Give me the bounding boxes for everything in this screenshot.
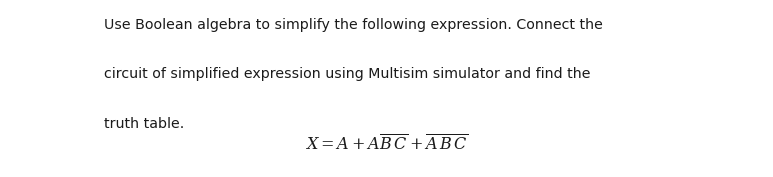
Text: circuit of simplified expression using Multisim simulator and find the: circuit of simplified expression using M… — [104, 67, 591, 81]
Text: truth table.: truth table. — [104, 117, 185, 131]
Text: Use Boolean algebra to simplify the following expression. Connect the: Use Boolean algebra to simplify the foll… — [104, 18, 603, 32]
Text: $X = A + A\overline{B}\,\overline{C} + \overline{A}\,\overline{B}\,\overline{C}$: $X = A + A\overline{B}\,\overline{C} + \… — [305, 134, 468, 154]
